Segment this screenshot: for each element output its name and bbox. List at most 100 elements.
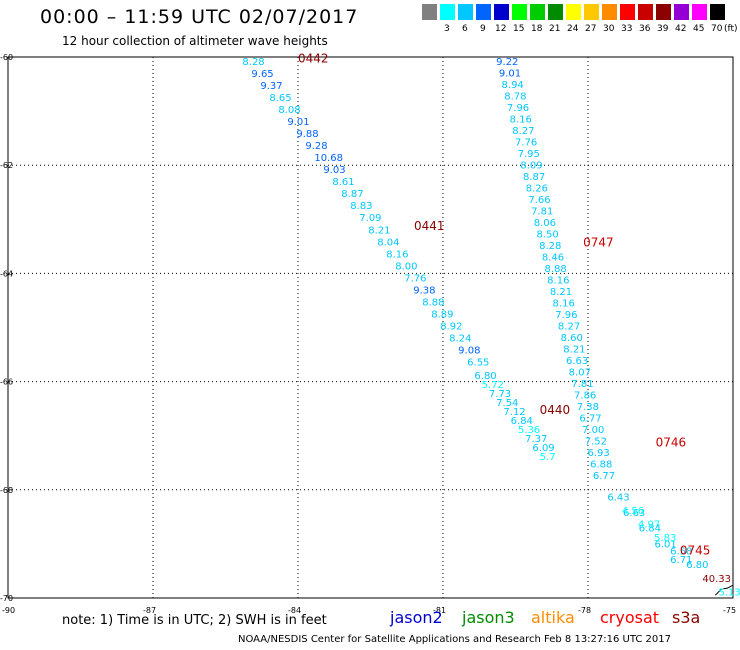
wave-height-value: 7.81 [531,207,553,218]
wave-height-value: 8.88 [545,264,567,275]
wave-height-value: 6.55 [467,357,489,368]
wave-height-value: 7.38 [577,402,599,413]
pass-time-label: 0745 [680,544,711,558]
units-note: note: 1) Time is in UTC; 2) SWH is in fe… [62,613,327,628]
longitude-tick-label: -90 [2,606,15,615]
satellite-s3a: s3a [672,608,701,627]
wave-height-value: 5.83 [654,533,676,544]
wave-height-value: 8.88 [422,297,444,308]
legend-unit: (ft) [724,24,738,34]
wave-height-value: 40.33 [702,574,731,585]
wave-height-value: 6.80 [686,560,708,571]
legend-label: 3 [444,24,450,34]
map-frame [7,56,734,599]
wave-height-value: 8.26 [526,184,548,195]
wave-height-value: 9.01 [287,117,309,128]
wave-height-value: 8.16 [553,299,575,310]
wave-height-value: 6.80 [474,371,496,382]
wave-height-value: 7.37 [525,434,547,445]
wave-height-value: 9.65 [251,69,273,80]
satellite-cryosat: cryosat [600,608,660,627]
wave-height-value: 8.78 [504,92,526,103]
wave-height-value: 8.65 [269,93,291,104]
satellite-jason3: jason3 [462,608,515,627]
wave-height-value: 6.58 [670,547,692,558]
legend-label: 27 [585,24,597,34]
wave-height-value: 8.87 [341,189,363,200]
wave-height-value: 6.63 [623,508,645,519]
legend-swatch [620,4,635,20]
wave-height-value: 7.96 [555,310,577,321]
wave-height-value: 8.04 [377,237,399,248]
legend-swatch [476,4,491,20]
satellite-altika: altika [531,608,575,627]
wave-height-value: 8.87 [523,172,545,183]
wave-height-value: 7.76 [404,273,426,284]
wave-height-value: 5.7 [540,452,556,463]
wave-height-value: 6.63 [566,356,588,367]
satellite-jason2: jason2 [390,608,443,627]
wave-height-value: 5.13 [719,587,740,598]
wave-height-value: 7.66 [528,195,550,206]
wave-height-value: 4.97 [638,520,660,531]
legend-swatch [584,4,599,20]
credit-line: NOAA/NESDIS Center for Satellite Applica… [238,634,671,645]
wave-height-value: 8.21 [550,287,572,298]
wave-height-value: 5.72 [482,380,504,391]
wave-height-value: 7.54 [496,398,518,409]
legend-label: 70 [711,24,723,34]
legend-swatch [692,4,707,20]
pass-time-label: 0442 [298,51,329,65]
wave-height-value: 7.76 [515,138,537,149]
legend-label: 33 [621,24,633,34]
legend-swatch [566,4,581,20]
wave-height-value: 8.00 [395,261,417,272]
wave-height-value: 6.01 [654,539,676,550]
wave-height-value: 6.71 [670,555,692,566]
legend-swatch [512,4,527,20]
wave-height-value: 5.36 [518,425,540,436]
longitude-tick-label: -78 [578,606,591,615]
wave-height-value: 10.68 [314,153,343,164]
latitude-tick-label: -64 [0,269,13,278]
wave-height-value: 6.77 [593,471,615,482]
wave-height-value: 8.21 [368,225,390,236]
wave-height-value: 7.09 [359,213,381,224]
wave-height-value: 8.06 [534,218,556,229]
wave-height-value: 8.16 [510,115,532,126]
wave-height-value: 7.00 [582,425,604,436]
longitude-tick-label: -84 [288,606,301,615]
wave-height-value: 7.95 [518,149,540,160]
legend-label: 42 [675,24,687,34]
wave-height-value: 8.07 [569,368,591,379]
wave-height-value: 7.52 [585,436,607,447]
wave-height-value: 8.92 [440,321,462,332]
wave-height-value: 8.89 [431,309,453,320]
legend-swatch [638,4,653,20]
wave-height-value: 8.46 [542,253,564,264]
pass-time-label: 0440 [540,403,571,417]
legend-swatch [548,4,563,20]
wave-height-value: 8.28 [242,57,264,68]
wave-height-value: 8.60 [561,333,583,344]
legend-label: 15 [513,24,525,34]
wave-height-value: 6.09 [532,443,554,454]
map-subtitle: 12 hour collection of altimeter wave hei… [62,34,328,48]
wave-height-value: 8.83 [350,201,372,212]
wave-height-value: 6.88 [590,459,612,470]
legend-label: 12 [495,24,507,34]
legend-swatch [656,4,671,20]
wave-height-value: 8.27 [512,126,534,137]
legend-label: 39 [657,24,669,34]
wave-height-value: 8.08 [278,105,300,116]
legend-label: 18 [531,24,543,34]
wave-height-value: 8.16 [547,276,569,287]
wave-height-value: 6.93 [587,448,609,459]
latitude-tick-label: -60 [0,53,13,62]
wave-height-value: 6.84 [639,524,661,535]
wave-height-value: 7.81 [571,379,593,390]
latitude-tick-label: -70 [0,594,13,603]
wave-height-value: 9.37 [260,81,282,92]
legend-swatch [710,4,725,20]
